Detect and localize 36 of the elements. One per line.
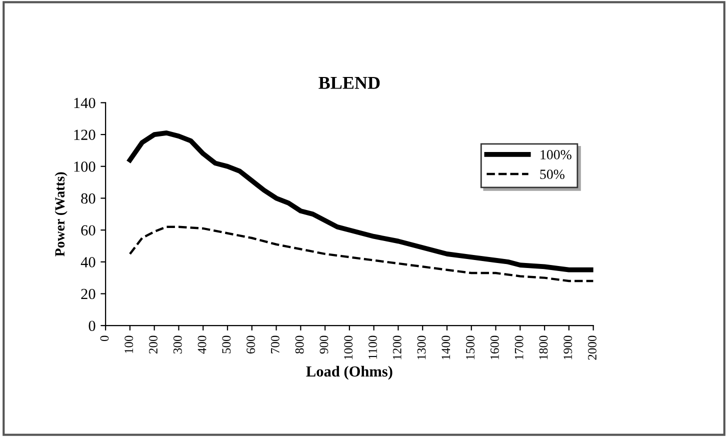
- y-axis-title: Power (Watts): [54, 172, 68, 256]
- x-tick-label: 700: [270, 336, 280, 354]
- x-tick-label: 400: [198, 336, 206, 354]
- x-tick-label: 600: [246, 336, 256, 354]
- x-axis-title: Load (Ohms): [306, 366, 392, 380]
- x-tick-label: 300: [173, 336, 182, 354]
- y-tick-label: 120: [74, 130, 96, 140]
- x-tick-label: 1700: [514, 336, 524, 360]
- x-tick-label: 1800: [539, 336, 548, 360]
- x-tick-label: 2000: [588, 336, 596, 360]
- x-tick-label: 1400: [442, 336, 450, 360]
- x-tick-label: 800: [295, 336, 304, 354]
- y-tick-label: 0: [88, 320, 96, 332]
- y-tick-label: 100: [74, 162, 96, 172]
- y-tick-label: 80: [81, 193, 96, 204]
- chart-title: BLEND: [318, 76, 380, 89]
- x-tick-label: 1100: [368, 336, 377, 359]
- x-tick-label: 1500: [466, 336, 475, 360]
- x-tick-label: 200: [149, 336, 158, 354]
- x-tick-label: 100: [124, 336, 134, 353]
- x-tick-label: 500: [222, 336, 231, 354]
- line-series: [128, 130, 594, 272]
- x-tick-label: 1200: [392, 336, 402, 360]
- legend-label: 50%: [540, 170, 564, 180]
- y-tick-label: 40: [80, 257, 96, 268]
- line-series: [128, 226, 594, 282]
- x-tick-label: 0: [100, 336, 109, 342]
- legend-label: 100%: [540, 150, 572, 160]
- x-tick-label: 900: [320, 336, 328, 354]
- y-tick-label: 60: [81, 225, 96, 236]
- x-tick-label: 1300: [417, 336, 426, 360]
- x-tick-label: 1000: [344, 336, 353, 360]
- y-tick-label: 20: [81, 288, 96, 300]
- x-tick-label: 1600: [490, 336, 499, 360]
- x-tick-label: 1900: [564, 336, 572, 360]
- y-tick-label: 140: [74, 98, 96, 108]
